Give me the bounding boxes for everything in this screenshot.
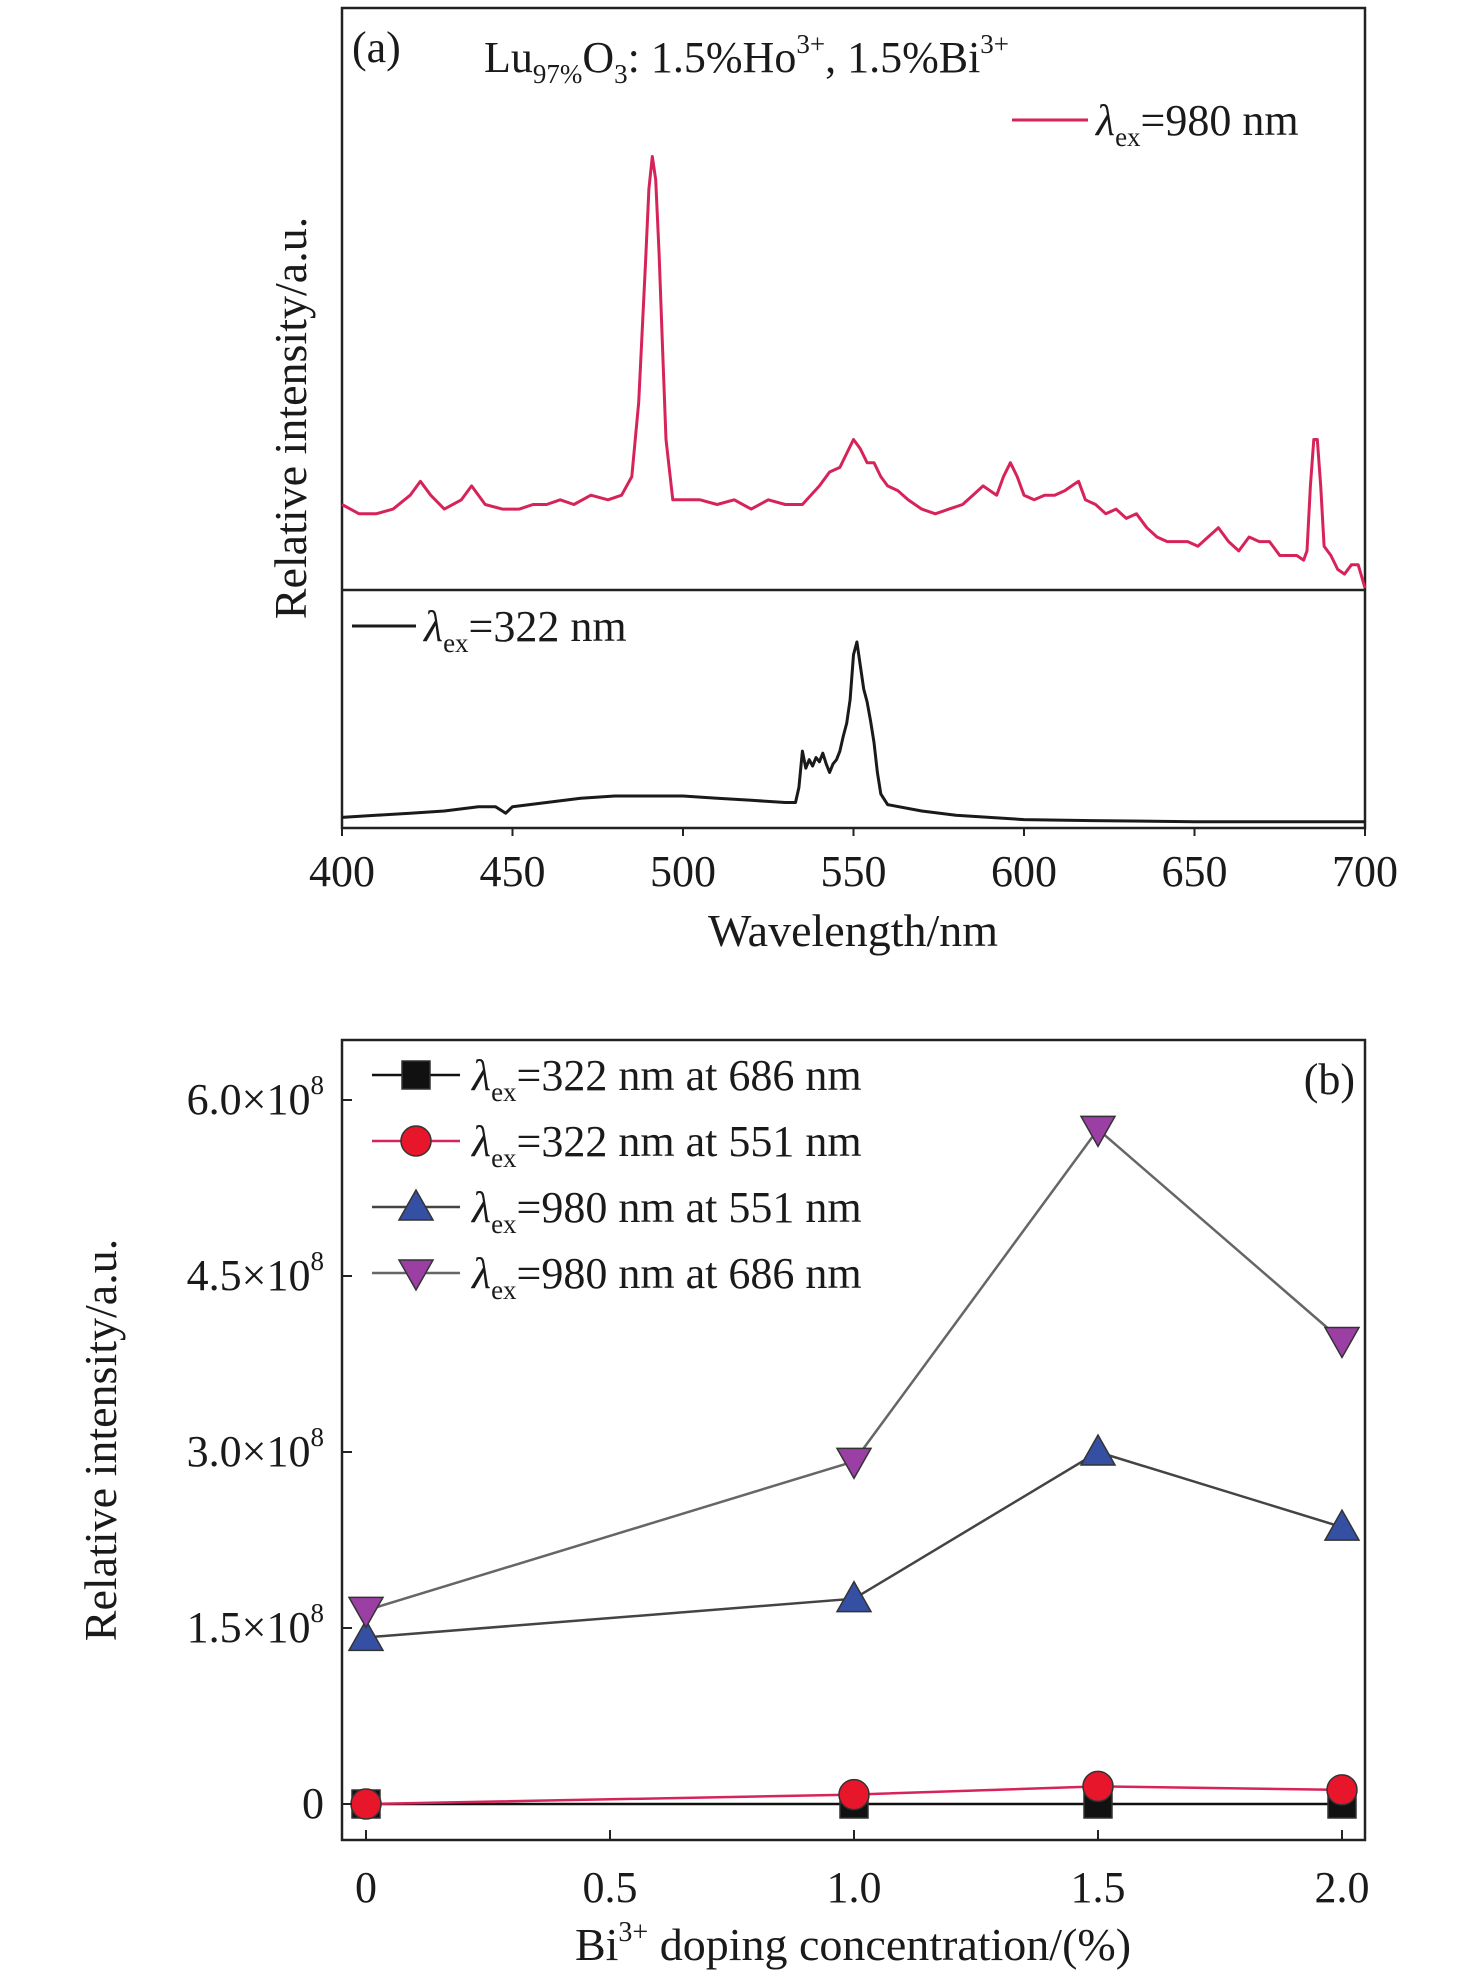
data-point-980-nm-at-551-nm-2 [1079,1433,1117,1466]
data-point-980-nm-at-686-nm-2 [1079,1115,1117,1148]
data-point-980-nm-at-686-nm-1 [835,1447,873,1480]
series-line-322nm [341,640,1365,824]
data-point-980-nm-at-551-nm-0 [347,1618,385,1652]
data-point-980-nm-at-551-nm-1 [835,1580,873,1613]
y-tick-label-b-0: 0 [302,1779,324,1828]
panel-b: (b) 0 0.5 1.0 1.5 2.0 0 1.5×108 3.0×108 4.5×108 6… [75,1038,1370,1970]
panel-a-title: Lu97%O3: 1.5%Ho3+, 1.5%Bi3+ [484,29,1009,89]
x-tick-label-a-450: 450 [480,847,546,896]
x-tick-label-b-0.5: 0.5 [583,1863,638,1912]
series-markers-b [347,1115,1361,1820]
data-point-322-nm-at-551-nm-3 [1326,1774,1358,1806]
data-point-322-nm-at-551-nm-2 [1082,1770,1114,1803]
data-point-322-nm-at-551-nm-1 [838,1778,870,1811]
x-axis-label-a: Wavelength/nm [708,905,998,956]
x-tick-label-a-500: 500 [650,847,716,896]
legend-label-322-nm-at-686-nm: λex=322 nm at 686 nm [470,1051,862,1107]
legend-label-980-nm-at-686-nm: λex=980 nm at 686 nm [470,1249,862,1305]
legend-marker-980-nm-at-686-nm [397,1259,435,1292]
legend-b: λex=322 nm at 686 nm λex=322 nm at 551 nm… [372,1051,862,1305]
x-tick-label-b-1.0: 1.0 [827,1863,882,1912]
x-tick-label-b-0: 0 [355,1863,377,1912]
data-point-980-nm-at-686-nm-0 [347,1596,385,1629]
legend-label-980-nm-at-551-nm: λex=980 nm at 551 nm [470,1183,862,1239]
series-line-980nm [341,155,1367,589]
panel-b-label: (b) [1304,1055,1355,1104]
y-tick-label-b-1: 1.5×108 [187,1598,324,1652]
x-axis-label-b: Bi3+ doping concentration/(%) [575,1917,1131,1970]
data-point-980-nm-at-551-nm-3 [1323,1508,1361,1541]
y-tick-label-b-4: 6.0×108 [187,1070,324,1124]
x-tick-label-a-600: 600 [991,847,1057,896]
series-line-980-nm-at-551-nm [365,1450,1343,1639]
legend-label-322nm: λex=322 nm [422,602,627,658]
legend-label-322-nm-at-551-nm: λex=322 nm at 551 nm [470,1117,862,1173]
axes-ticks-b: 0 0.5 1.0 1.5 2.0 0 1.5×108 3.0×108 4.5×108 6.0×1… [187,1070,1370,1912]
panel-a: (a) Lu97%O3: 1.5%Ho3+, 1.5%Bi3+ λex=980 … [265,6,1398,956]
legend-label-980nm: λex=980 nm [1094,96,1299,152]
legend-marker-980-nm-at-551-nm [397,1188,435,1221]
x-tick-label-b-1.5: 1.5 [1071,1863,1126,1912]
series-lines-b [365,1127,1343,1806]
y-tick-label-b-2: 3.0×108 [187,1422,324,1476]
y-axis-label-b: Relative intensity/a.u. [75,1239,126,1641]
panel-a-label: (a) [352,23,401,72]
x-tick-label-a-550: 550 [821,847,887,896]
series-line-980-nm-at-686-nm [365,1127,1343,1612]
data-point-322-nm-at-551-nm-0 [350,1788,382,1820]
data-point-980-nm-at-686-nm-3 [1323,1326,1361,1360]
x-tick-label-a-700: 700 [1332,847,1398,896]
series-line-322-nm-at-551-nm [365,1785,1343,1806]
x-tick-label-a-650: 650 [1162,847,1228,896]
legend-marker-322-nm-at-551-nm [400,1125,432,1157]
y-tick-label-b-3: 4.5×108 [187,1246,324,1300]
x-axis-a: 400 450 500 550 600 650 700 [309,828,1398,896]
legend-marker-322-nm-at-686-nm [401,1060,431,1090]
x-tick-label-b-2.0: 2.0 [1315,1863,1370,1912]
x-tick-label-a-400: 400 [309,847,375,896]
y-axis-label-a: Relative intensity/a.u. [265,217,316,619]
